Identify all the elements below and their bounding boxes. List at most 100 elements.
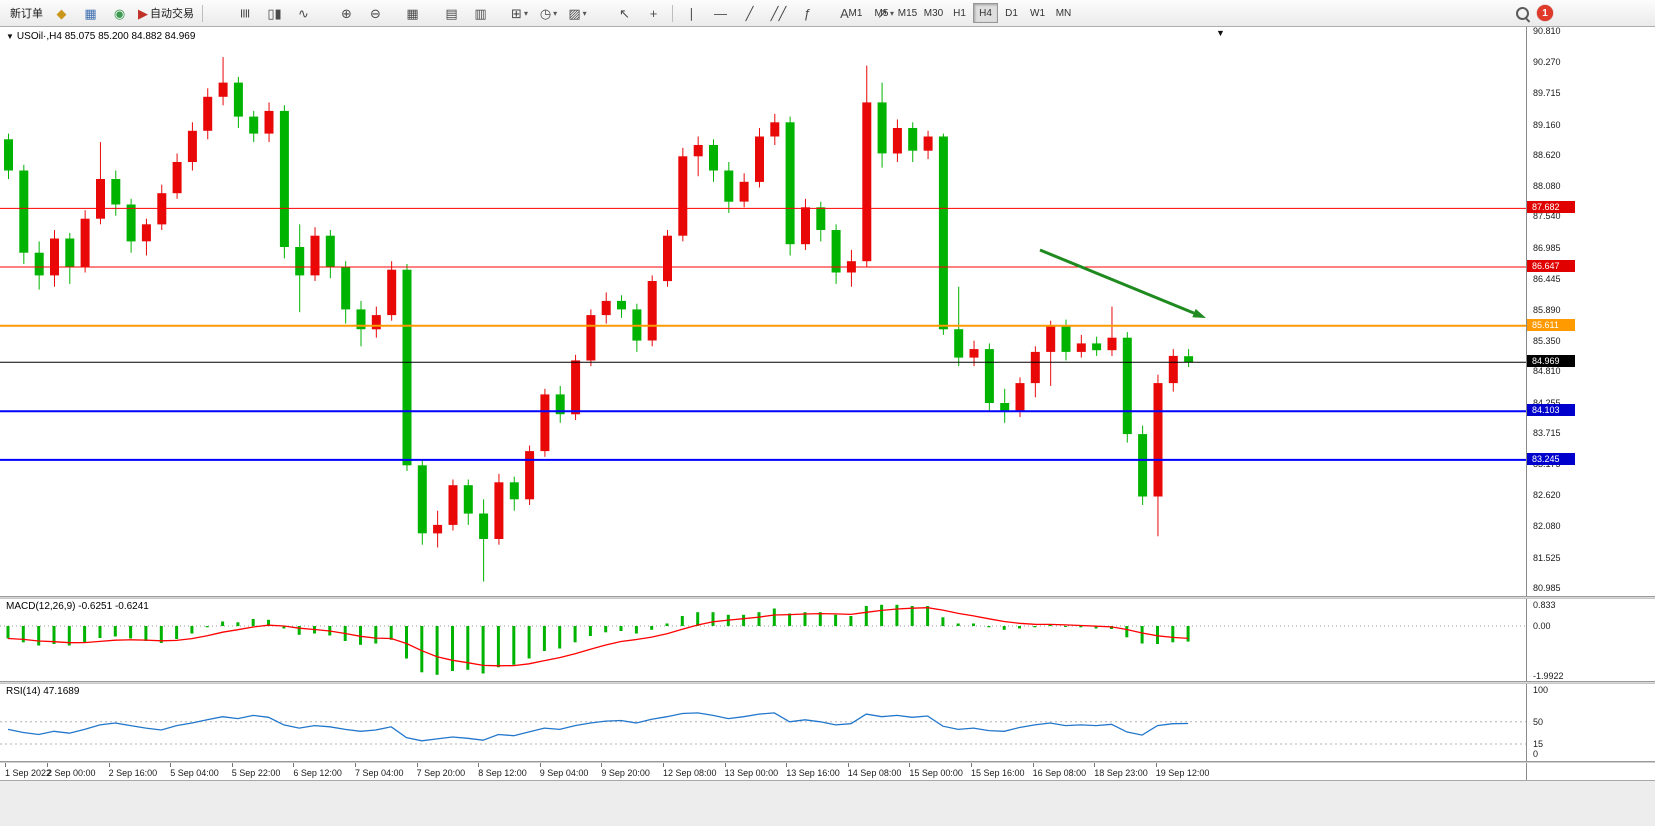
tf-M30[interactable]: M30 [923, 7, 944, 19]
candle [371, 315, 381, 330]
price-axis-label: 80.985 [1533, 583, 1561, 594]
navigator-button[interactable]: ◉ [105, 2, 134, 25]
text-button[interactable]: A [830, 2, 859, 25]
candle [877, 102, 887, 154]
trend-arrow-annotation[interactable] [1039, 248, 1195, 315]
macd-bar [481, 626, 485, 674]
macd-bar [52, 626, 56, 644]
tf-W1[interactable]: W1 [1030, 7, 1045, 19]
macd-values: -0.6251 -0.6241 [78, 601, 149, 612]
search-icon[interactable] [1516, 7, 1529, 20]
trendline-button[interactable]: ╱ [735, 2, 764, 25]
candle [816, 207, 826, 230]
tf-M15[interactable]: M15 [897, 7, 918, 19]
cascade-windows-button[interactable]: ▤ [437, 2, 466, 25]
time-axis-label: 7 Sep 20:00 [416, 768, 466, 778]
macd-bar [1002, 626, 1006, 630]
arrange-windows-button[interactable]: ▥ [466, 2, 495, 25]
candle [50, 238, 59, 276]
tile-windows-button[interactable]: ▦ [398, 2, 427, 25]
chart-dropdown-icon[interactable]: ▼ [6, 32, 14, 41]
crosshair-icon: + [649, 5, 658, 21]
market-watch-button[interactable]: ◆ [47, 2, 76, 25]
macd-bar [67, 626, 71, 646]
time-axis-label: 13 Sep 16:00 [786, 768, 840, 778]
vertical-line-button[interactable]: ∣ [677, 2, 706, 25]
macd-bar [37, 626, 41, 646]
candlestick-chart-button[interactable]: ▯▮ [260, 2, 289, 25]
macd-bar [1140, 626, 1144, 644]
rsi-panel[interactable] [0, 684, 1526, 761]
chart-shift-marker[interactable]: ▼ [1216, 28, 1225, 38]
candle [172, 162, 182, 194]
horizontal-line-button[interactable]: ― [706, 2, 735, 25]
candle [1076, 343, 1086, 352]
candle [310, 235, 320, 276]
auto-trading-button[interactable]: ▶ 自动交易 [134, 2, 198, 25]
zoom-in-button[interactable]: ⊕ [332, 2, 361, 25]
vertical-line-icon: ∣ [688, 5, 695, 21]
time-tick [724, 763, 726, 767]
arrows-button[interactable]: ↗ ▾ [871, 2, 900, 25]
candle [617, 300, 626, 310]
templates-button[interactable]: ▨ ▾ [563, 2, 592, 25]
time-axis-label: 5 Sep 22:00 [231, 768, 281, 778]
candle [65, 238, 75, 267]
price-axis[interactable]: 90.810 90.270 89.715 89.160 88.620 88.080 87.5… [1526, 26, 1655, 780]
cursor-button[interactable]: ↖ [610, 2, 639, 25]
candle [295, 247, 305, 276]
arrow-tool-icon: ↗ [877, 5, 888, 21]
candle [509, 482, 519, 500]
macd-bar [818, 612, 822, 626]
tf-M5[interactable]: M5 [874, 7, 889, 19]
rsi-line [7, 712, 1189, 742]
new-chart-button[interactable]: ⊞ ▾ [505, 2, 534, 25]
macd-panel[interactable] [0, 599, 1526, 681]
panel-splitter[interactable] [0, 596, 1655, 599]
tf-M1[interactable]: M1 [848, 7, 863, 19]
panel-splitter[interactable] [0, 761, 1655, 763]
time-tick [909, 763, 911, 767]
macd-bar [926, 606, 930, 626]
time-axis-label: 5 Sep 04:00 [170, 768, 219, 778]
price-axis-label: 85.350 [1533, 335, 1561, 346]
fibonacci-button[interactable]: ƒ [793, 2, 822, 25]
profiles-button[interactable]: ◷ ▾ [534, 2, 563, 25]
macd-bar [956, 623, 960, 626]
macd-bar [389, 626, 393, 640]
candle [463, 485, 473, 514]
tf-MN[interactable]: MN [1055, 7, 1072, 19]
zoom-out-button[interactable]: ⊖ [361, 2, 390, 25]
macd-bar [742, 614, 746, 627]
data-window-button[interactable]: ▦ [76, 2, 105, 25]
main-chart[interactable] [0, 27, 1526, 597]
candle [494, 482, 504, 539]
line-chart-button[interactable]: ∿ [289, 2, 318, 25]
panel-splitter[interactable] [0, 681, 1655, 684]
bar-chart-button[interactable]: ≣ [231, 2, 260, 25]
tf-H4[interactable]: H4 [973, 3, 998, 23]
candle [279, 110, 289, 248]
time-axis[interactable]: 1 Sep 2022 2 Sep 00:00 2 Sep 16:00 5 Sep 04… [0, 763, 1526, 780]
channel-button[interactable]: ╱╱ [764, 2, 793, 25]
price-badge-86.647: 86.647 [1527, 260, 1575, 272]
time-tick [355, 763, 356, 767]
new-order-button-label: 新订单 [10, 8, 43, 20]
macd-bar [849, 616, 853, 626]
notification-badge[interactable]: 1 [1537, 5, 1553, 21]
candle [249, 116, 259, 134]
macd-bar [420, 626, 424, 673]
macd-bar [405, 626, 408, 659]
new-order-button[interactable]: 新订单 [4, 2, 47, 25]
macd-bar [987, 626, 991, 628]
crosshair-button[interactable]: + [639, 2, 668, 25]
templates-icon: ▨ [568, 5, 581, 21]
macd-bar [1156, 626, 1159, 644]
candle [724, 170, 734, 202]
tf-D1[interactable]: D1 [1005, 7, 1018, 19]
macd-bar [205, 626, 209, 628]
tf-H1[interactable]: H1 [953, 7, 966, 19]
clock-icon: ◷ [539, 5, 552, 21]
time-tick [293, 763, 295, 767]
